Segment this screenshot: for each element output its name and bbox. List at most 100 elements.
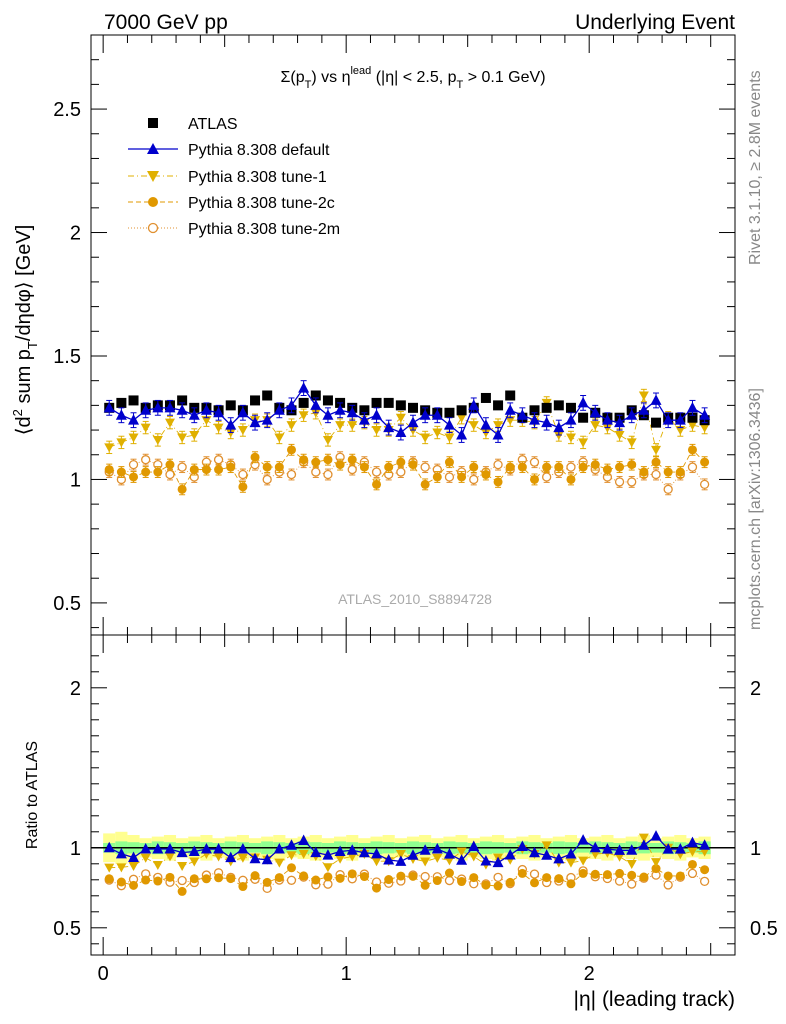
marker-ratio-tune1 [614,852,625,862]
marker-main-tune1 [189,431,200,440]
marker-ratio-default [456,854,468,865]
marker-main-default [346,406,358,418]
legend-entry-atlas: ATLAS [148,116,238,133]
marker-main-tune1 [626,438,637,448]
marker-ratio-default [200,843,212,854]
marker-main-atlas [371,397,382,408]
marker-main-default [565,414,577,425]
marker-main-tune2c [335,460,345,470]
marker-main-tune2c [214,465,224,475]
marker-main-tune1 [395,413,406,423]
marker-ratio-tune1 [578,856,589,866]
marker-ratio-tune2m [529,869,540,879]
marker-main-tune2c [675,467,685,477]
marker-ratio-tune1 [590,850,601,860]
marker-ratio-tune2c [129,880,139,890]
marker-main-atlas [493,400,504,411]
marker-main-atlas [310,390,321,401]
marker-main-tune2m [529,457,540,467]
marker-main-default [213,406,225,418]
marker-main-tune1 [638,391,649,401]
marker-main-tune1 [675,426,686,436]
marker-ratio-tune1 [626,860,637,870]
marker-main-tune1 [335,421,346,431]
marker-main-tune1 [505,416,516,426]
marker-main-atlas [250,395,261,406]
marker-ratio-tune2c [554,874,564,884]
marker-main-default [577,396,589,408]
legend-marker-tune2m [147,222,159,234]
ratio-y-tick-label: 1 [70,838,81,860]
marker-ratio-tune2c [359,872,369,882]
legend-label-tune2c: Pythia 8.308 tune-2c [188,195,335,212]
marker-ratio-default [103,841,115,853]
marker-main-tune2c [311,457,321,467]
marker-ratio-default [310,846,322,858]
marker-ratio-default [237,843,249,854]
marker-ratio-default [140,843,152,854]
marker-main-default [249,416,261,428]
marker-ratio-tune2c [420,880,430,890]
marker-main-tune2c [250,452,260,462]
marker-main-tune1 [104,443,115,453]
marker-ratio-default [431,843,443,854]
marker-ratio-tune2c [687,859,697,869]
marker-main-tune2c [201,465,211,475]
marker-ratio-tune2c [651,864,661,874]
marker-ratio-tune2m [687,868,698,879]
marker-ratio-tune1 [189,857,200,867]
marker-main-default [371,409,383,420]
marker-main-tune1 [347,421,358,431]
marker-main-tune1 [286,421,297,431]
marker-main-tune1 [590,421,601,431]
marker-main-default [200,404,212,415]
marker-ratio-tune2m [699,876,710,886]
marker-main-tune2c [554,462,564,472]
marker-main-tune2m [627,477,637,487]
marker-ratio-default [662,843,674,854]
marker-main-tune2c [457,472,467,482]
marker-ratio-default [601,843,613,854]
x-tick-label: 0 [98,963,109,985]
marker-main-tune2m [177,462,187,472]
marker-main-default [310,399,322,410]
marker-ratio-tune1 [651,858,662,868]
marker-main-default [140,404,152,415]
marker-main-default [480,419,492,430]
marker-ratio-default [371,847,383,859]
marker-main-tune2c [627,460,637,470]
marker-ratio-default [358,846,370,858]
marker-ratio-tune2c [335,873,345,883]
marker-main-tune1 [371,426,382,436]
marker-main-atlas [383,397,394,408]
x-tick-label: 2 [584,963,595,985]
legend-label-tune1: Pythia 8.308 tune-1 [188,169,327,186]
marker-main-default [638,404,650,415]
marker-main-tune2m [566,462,576,472]
marker-main-tune1 [565,433,576,443]
marker-main-tune1 [432,428,443,438]
marker-ratio-tune1 [322,863,333,873]
marker-ratio-tune2c [323,872,333,882]
marker-ratio-tune1 [116,863,127,873]
marker-main-tune1 [213,423,224,433]
marker-main-tune2m [420,462,430,472]
marker-ratio-default [492,856,504,868]
marker-main-tune2c [687,445,697,455]
marker-ratio-tune2c [578,868,588,878]
side-text-rivet: Rivet 3.1.10, ≥ 2.8M events [747,70,764,265]
marker-ratio-tune2c [214,873,224,883]
marker-main-tune1 [274,433,285,443]
marker-ratio-tune2c [226,874,236,884]
marker-main-tune2c [542,462,552,472]
ratio-y-tick-label-right: 2 [750,678,761,700]
marker-main-atlas [444,407,455,418]
marker-main-tune2c [384,462,394,472]
marker-ratio-default [334,845,346,856]
series-ratio-default [103,830,711,868]
marker-main-default [686,401,698,413]
ratio-y-tick-label-right: 0.5 [750,918,778,940]
marker-main-tune1 [164,418,175,428]
